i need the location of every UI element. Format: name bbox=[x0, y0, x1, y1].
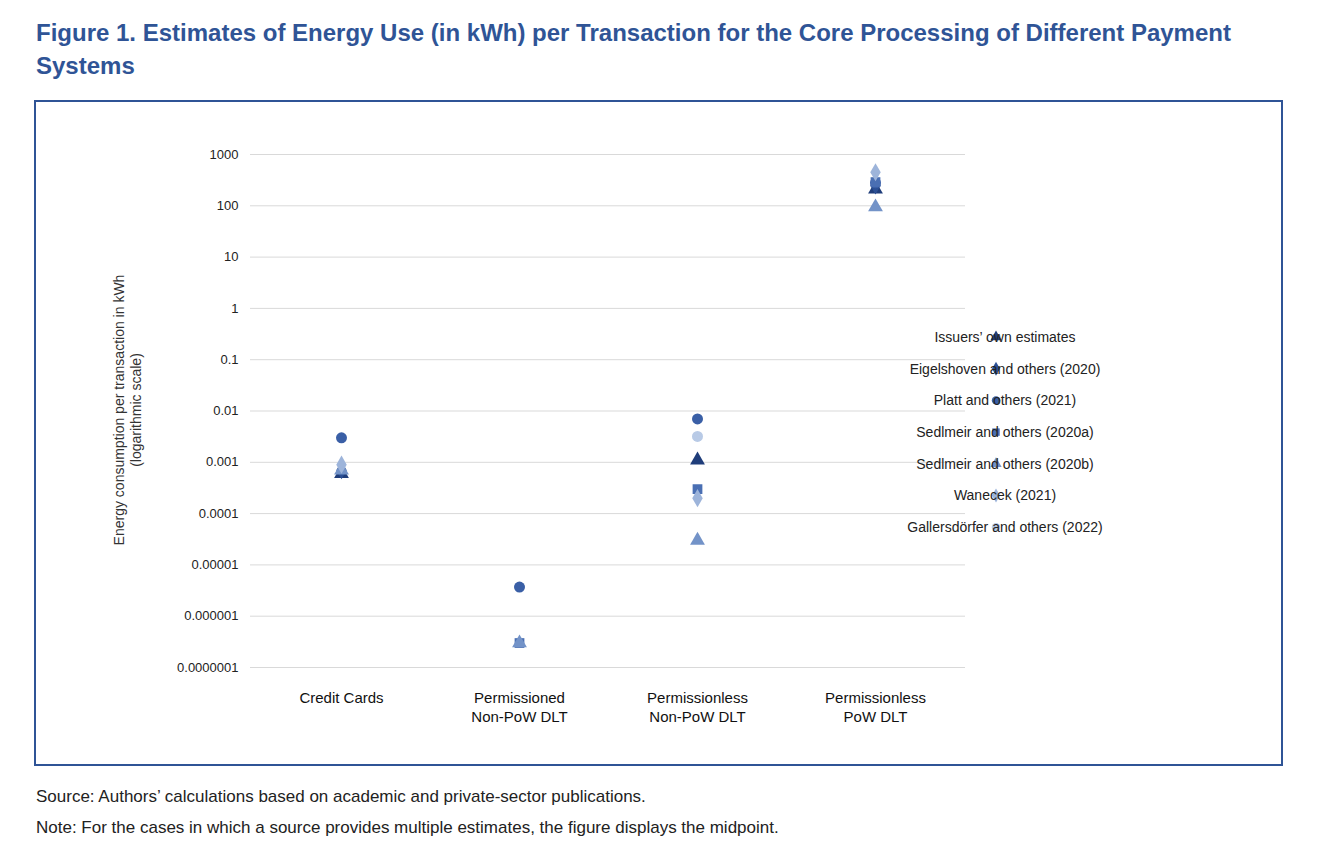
svg-text:Credit Cards: Credit Cards bbox=[299, 689, 383, 706]
svg-text:10: 10 bbox=[224, 249, 238, 264]
svg-text:Gallersdörfer and others (2022: Gallersdörfer and others (2022) bbox=[907, 519, 1102, 535]
svg-text:0.000001: 0.000001 bbox=[184, 608, 238, 623]
svg-text:0.001: 0.001 bbox=[206, 454, 239, 469]
svg-text:Eigelshoven and others (2020): Eigelshoven and others (2020) bbox=[910, 361, 1101, 377]
svg-text:PermissionlessPoW DLT: PermissionlessPoW DLT bbox=[825, 689, 926, 725]
svg-text:PermissionlessNon-PoW DLT: PermissionlessNon-PoW DLT bbox=[647, 689, 748, 725]
svg-text:0.0001: 0.0001 bbox=[199, 506, 239, 521]
svg-text:100: 100 bbox=[217, 198, 239, 213]
svg-text:0.01: 0.01 bbox=[213, 403, 238, 418]
html-text:Source: Authors’ calculations: Source: Authors’ calculations based on a… bbox=[36, 787, 646, 806]
svg-text:Sedlmeir and others (2020b): Sedlmeir and others (2020b) bbox=[916, 456, 1093, 472]
svg-text:1000: 1000 bbox=[210, 147, 239, 162]
svg-text:Energy consumption per transac: Energy consumption per transaction in kW… bbox=[111, 275, 144, 546]
html-text:Figure 1. Estimates of Energy: Figure 1. Estimates of Energy Use (in kW… bbox=[36, 19, 1231, 79]
svg-text:0.00001: 0.00001 bbox=[192, 557, 239, 572]
svg-text:0.1: 0.1 bbox=[220, 352, 238, 367]
svg-text:PermissionedNon-PoW DLT: PermissionedNon-PoW DLT bbox=[471, 689, 567, 725]
svg-text:0.0000001: 0.0000001 bbox=[177, 660, 238, 675]
svg-text:1: 1 bbox=[231, 301, 238, 316]
html-text:Note: For the cases in which a: Note: For the cases in which a source pr… bbox=[36, 818, 779, 837]
svg-text:Issuers’ own estimates: Issuers’ own estimates bbox=[934, 329, 1075, 345]
svg-text:Wanecek (2021): Wanecek (2021) bbox=[954, 487, 1056, 503]
svg-text:Platt and others (2021): Platt and others (2021) bbox=[934, 392, 1076, 408]
svg-text:Sedlmeir and others (2020a): Sedlmeir and others (2020a) bbox=[916, 424, 1093, 440]
